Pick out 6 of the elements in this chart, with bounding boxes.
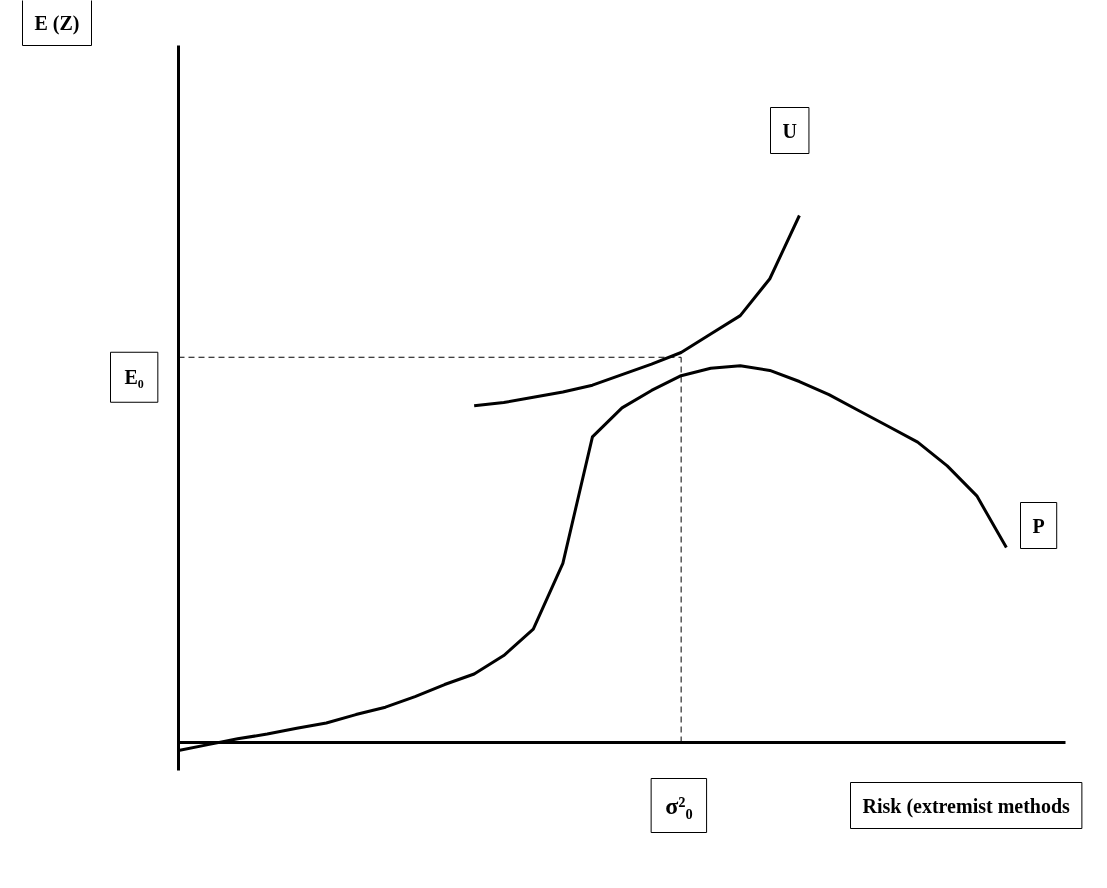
series-label: P [1032,514,1045,537]
text: U [782,119,797,142]
ref-line-label: E₀ [124,366,144,389]
text: E (Z) [34,11,80,35]
text: σ²₀ [665,792,693,819]
x-axis-title: Risk (extremist methods [862,794,1071,818]
